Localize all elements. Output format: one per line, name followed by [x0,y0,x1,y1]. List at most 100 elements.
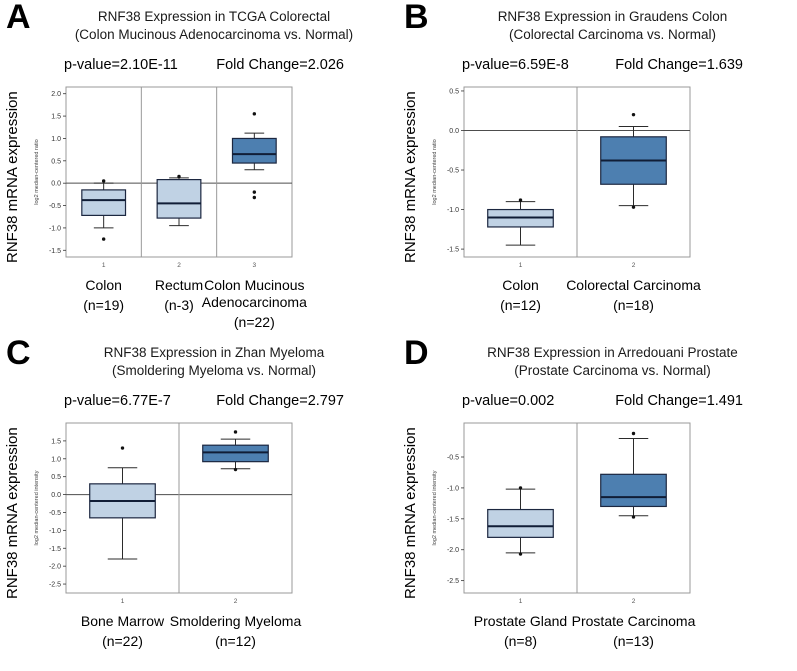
y-tick-label: -1.5 [49,248,61,255]
fold-change: Fold Change=1.639 [615,57,743,74]
group-label-2: Colorectal Carcinoma (n=18) [559,277,709,314]
y-axis-sublabel: log2 median-centered intensity [432,471,438,546]
y-tick-label: -2.0 [447,548,459,555]
x-tick-label: 3 [253,262,257,269]
plot-column: 2.0 1.5 1.0 0.5 0.0 -0.5 -1.0 -1.5 log2 median-c… [26,81,307,333]
group-name: Prostate Gland [473,613,568,630]
panel-title-block: RNF38 Expression in TCGA Colorectal (Col… [38,8,390,44]
x-tick-label: 2 [632,262,636,269]
outlier-dot [233,430,238,435]
fold-change: Fold Change=2.026 [216,57,344,74]
chart-title: RNF38 Expression in Zhan Myeloma [103,345,325,360]
panel-label-a: A [6,0,31,36]
box-tumor [600,474,667,508]
group-n-count: (n=13) [613,633,654,650]
outlier-dot [252,190,257,195]
x-axis-labels: Bone Marrow (n=22) Smoldering Myeloma (n=12… [26,611,301,669]
x-axis-labels: Colon (n=12) Colorectal Carcinoma (n=18) [424,275,701,333]
group-name: Colon [502,277,539,294]
y-tick-label: -2.5 [49,582,61,589]
y-tick-label: -2.5 [447,579,459,586]
stats-row: p-value=2.10E-11 Fold Change=2.026 [0,57,398,73]
x-tick-label: 2 [177,262,181,269]
chart-title: RNF38 Expression in TCGA Colorectal [97,9,331,24]
x-tick-label: 2 [234,598,238,605]
outlier-dot [631,432,636,436]
y-axis-label: RNF38 mRNA expression [4,91,21,264]
group-label-1: Colon (n=19) [47,277,160,314]
y-axis-label: RNF38 mRNA expression [4,427,21,600]
y-tick-label: 0.0 [51,181,61,188]
chart-subtitle: (Colon Mucinous Adenocarcinoma vs. Norma… [74,27,354,43]
group-n-count: (n=19) [83,297,125,314]
panel-title-block: RNF38 Expression in Zhan Myeloma (Smolde… [38,344,390,380]
panel-title-block: RNF38 Expression in Graudens Colon (Colo… [436,8,789,44]
plot-column: -0.5 -1.0 -1.5 -2.0 -2.5 log2 median-centered… [424,417,696,669]
group-label-1: Colon (n=12) [446,277,596,314]
group-label-1: Prostate Gland (n=8) [446,613,596,650]
panel-b: B RNF38 Expression in Graudens Colon (Co… [398,0,797,336]
group-name: Smoldering Myeloma [169,613,302,630]
y-tick-label: -2.0 [49,564,61,571]
panel-c: C RNF38 Expression in Zhan Myeloma (Smol… [0,334,398,671]
outlier-dot [177,175,181,179]
boxplot-svg: 0.5 0.0 -0.5 -1.0 -1.5 log2 median-centered r… [432,86,691,269]
p-value: p-value=0.002 [462,393,555,410]
plot-column: 0.5 0.0 -0.5 -1.0 -1.5 log2 median-centered r… [424,81,701,333]
y-axis-label: RNF38 mRNA expression [402,427,419,600]
x-tick-label: 1 [121,598,125,605]
fold-change: Fold Change=1.491 [615,393,743,410]
chart-subtitle: (Prostate Carcinoma vs. Normal) [514,363,711,379]
y-tick-label: -1.5 [447,517,459,524]
group-label-2: Rectum (n-3) [123,277,236,314]
y-tick-label: 0.5 [449,89,459,96]
group-label-2: Prostate Carcinoma (n=13) [559,613,709,650]
y-axis-sublabel: log2 median-centered intensity [34,471,40,546]
plot-wrap: RNF38 mRNA expression -0.5 -1.0 -1.5 -2.0 -2… [402,417,797,669]
y-tick-label: -0.5 [447,455,459,462]
p-value: p-value=6.77E-7 [64,393,171,410]
x-axis-labels: Prostate Gland (n=8) Prostate Carcinoma (n=… [424,611,696,669]
y-tick-label: -0.5 [49,510,61,517]
y-tick-label: -1.0 [49,528,61,535]
y-tick-label: 2.0 [51,92,61,99]
x-axis-labels: Colon (n=19) Rectum (n-3) Colon Mucinous Ade… [26,275,307,333]
box-normal [156,179,202,220]
box-normal [81,189,127,217]
group-name: Prostate Carcinoma [571,613,696,630]
y-tick-label: -1.0 [447,207,459,214]
y-tick-label: 1.5 [51,114,61,121]
outlier-dot [233,468,238,472]
boxplot-svg: 1.5 1.0 0.5 0.0 -0.5 -1.0 -1.5 -2.0 -2.5 log2 med… [34,422,293,605]
group-name: Colon Mucinous Adenocarcinoma [201,277,307,311]
y-tick-label: -0.5 [49,203,61,210]
box-normal [487,509,554,539]
outlier-dot [631,515,636,520]
group-n-count: (n=18) [613,297,654,314]
stats-row: p-value=0.002 Fold Change=1.491 [398,393,797,409]
y-axis-sublabel: log2 median-centered ratio [34,140,40,205]
x-tick-label: 2 [632,598,636,605]
plot-border [65,86,293,258]
y-tick-label: 0.5 [51,159,61,166]
stats-row: p-value=6.77E-7 Fold Change=2.797 [0,393,398,409]
outlier-dot [518,198,523,203]
box-tumor [231,138,277,165]
chart-subtitle: (Colorectal Carcinoma vs. Normal) [508,27,717,43]
panel-title-block: RNF38 Expression in Arredouani Prostate … [436,344,789,380]
outlier-dot [120,446,125,451]
group-name: Colon [85,277,122,294]
chart-subtitle: (Smoldering Myeloma vs. Normal) [111,363,317,379]
group-name: Rectum [154,277,204,294]
x-tick-label: 1 [102,262,106,269]
panel-d: D RNF38 Expression in Arredouani Prostat… [398,334,797,671]
y-tick-label: -1.0 [447,486,459,493]
y-tick-label: 0.0 [51,493,61,500]
plot-wrap: RNF38 mRNA expression 1.5 1.0 0.5 0.0 -0.5 -1… [4,417,398,669]
panel-label-c: C [6,334,31,372]
outlier-dot [631,205,636,210]
outlier-dot [252,196,257,200]
boxplot-svg: -0.5 -1.0 -1.5 -2.0 -2.5 log2 median-centered… [432,422,691,605]
x-tick-label: 1 [519,262,523,269]
